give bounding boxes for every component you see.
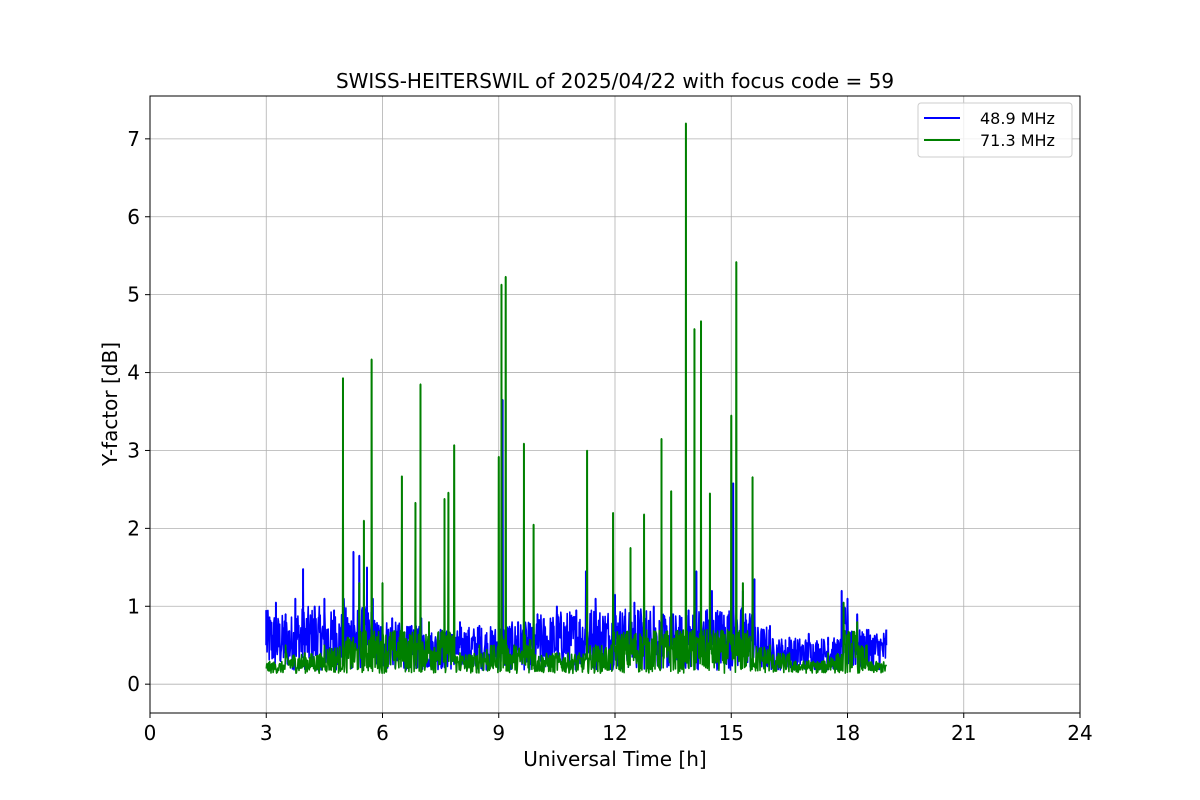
y-tick-label: 6 <box>127 205 140 229</box>
y-tick-label: 1 <box>127 594 140 618</box>
x-tick-label: 12 <box>602 721 627 745</box>
legend: 48.9 MHz 71.3 MHz <box>917 102 1073 158</box>
x-tick-label: 0 <box>144 721 157 745</box>
x-tick-label: 6 <box>376 721 389 745</box>
legend-label: 71.3 MHz <box>980 131 1055 150</box>
y-tick-label: 3 <box>127 438 140 462</box>
x-tick-label: 3 <box>260 721 273 745</box>
series-layer <box>265 122 888 675</box>
y-tick-label: 7 <box>127 127 140 151</box>
x-tick-label: 9 <box>492 721 505 745</box>
x-tick-label: 18 <box>835 721 860 745</box>
y-tick-label: 4 <box>127 361 140 385</box>
x-tick-label: 21 <box>951 721 976 745</box>
y-axis-label: Y-factor [dB] <box>98 342 122 467</box>
legend-label: 48.9 MHz <box>980 109 1055 128</box>
y-tick-label: 0 <box>127 672 140 696</box>
y-tick-label: 2 <box>127 516 140 540</box>
legend-box <box>917 102 1073 158</box>
y-tick-label: 5 <box>127 283 140 307</box>
x-tick-label: 15 <box>719 721 744 745</box>
series-line <box>265 122 888 675</box>
x-tick-label: 24 <box>1067 721 1092 745</box>
x-axis-label: Universal Time [h] <box>523 747 706 771</box>
chart-title: SWISS-HEITERSWIL of 2025/04/22 with focu… <box>336 69 894 93</box>
